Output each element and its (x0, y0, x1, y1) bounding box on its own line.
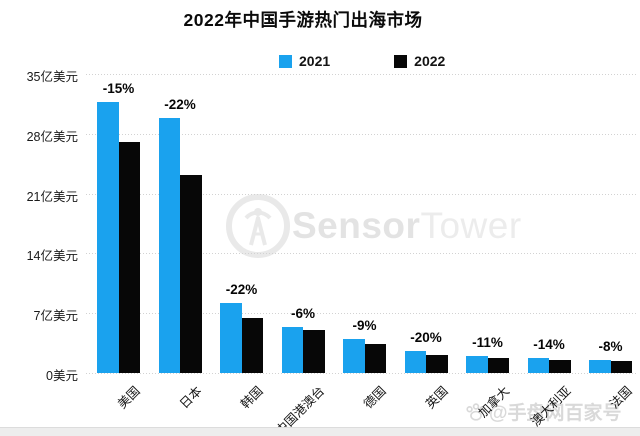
bar-2022-澳大利亚 (549, 360, 571, 373)
legend-swatch-2022-icon (394, 54, 408, 68)
bar-change-label: -8% (598, 339, 623, 355)
legend: 2021 2022 (279, 53, 445, 69)
bar-2021-英国 (404, 350, 426, 373)
sensortower-watermark: SensorTower (224, 192, 522, 260)
bar-2022-法国 (610, 361, 632, 373)
gridline (86, 373, 636, 374)
credit-text: @手盘网百家号 (489, 403, 622, 424)
y-axis-tick-label: 0美元 (46, 369, 78, 383)
legend-swatch-2021-icon (279, 54, 292, 68)
baijiahao-paw-icon (466, 402, 486, 421)
bar-change-label: -14% (533, 336, 565, 352)
bottom-strip (0, 427, 640, 436)
x-axis-tick-label: 美国 (115, 383, 144, 412)
y-axis-tick-label: 21亿美元 (26, 189, 78, 204)
y-axis-tick-label: 7亿美元 (33, 309, 78, 324)
bar-2021-法国 (589, 360, 611, 373)
legend-label-2021: 2021 (299, 53, 331, 69)
bar-change-label: -11% (472, 334, 503, 350)
legend-item-2022: 2022 (394, 53, 445, 69)
bar-2022-英国 (426, 355, 448, 373)
bar-2021-德国 (343, 338, 365, 373)
x-axis-tick-label: 法国 (607, 383, 636, 412)
y-axis-tick-label: 28亿美元 (26, 129, 78, 144)
bar-2022-日本 (180, 174, 202, 373)
bar-change-label: -9% (352, 317, 377, 333)
x-axis-tick-label: 澳大利亚 (528, 383, 574, 430)
bar-2022-美国 (118, 142, 140, 373)
bar-2021-澳大利亚 (527, 357, 549, 373)
credit-watermark: @手盘网百家号 (465, 398, 622, 425)
gridline (86, 74, 636, 75)
legend-item-2021: 2021 (279, 53, 330, 69)
bar-2021-加拿大 (466, 355, 488, 373)
x-axis-tick-label: 韩国 (238, 383, 267, 412)
bar-2021-韩国 (220, 302, 242, 373)
bar-change-label: -22% (164, 96, 196, 112)
bar-change-label: -22% (225, 281, 258, 297)
bar-2022-德国 (364, 343, 386, 373)
x-axis-tick-label: 英国 (423, 383, 451, 412)
bar-change-label: -15% (102, 81, 135, 97)
bar-2021-中国港澳台 (281, 326, 303, 373)
x-axis-tick-label: 日本 (177, 383, 205, 412)
bar-change-label: -6% (290, 305, 315, 321)
sensortower-logo-icon (226, 194, 290, 258)
legend-label-2022: 2022 (414, 53, 446, 69)
bar-2022-中国港澳台 (303, 329, 325, 373)
sensortower-word-sensor: Sensor (292, 205, 421, 246)
bar-2022-韩国 (241, 318, 263, 373)
y-axis-tick-label: 35亿美元 (26, 70, 78, 84)
gridline (86, 133, 636, 135)
gridline (86, 313, 636, 315)
sensortower-wordmark: SensorTower (292, 193, 522, 259)
gridline (86, 253, 636, 255)
bar-2021-日本 (158, 117, 180, 373)
bar-change-label: -20% (410, 329, 442, 345)
bar-2022-加拿大 (487, 358, 509, 373)
chart-title: 2022年中国手游热门出海市场 (183, 10, 423, 30)
bar-2021-美国 (97, 102, 119, 373)
sensortower-word-tower: Tower (420, 205, 522, 246)
y-axis-tick-label: 14亿美元 (26, 249, 78, 264)
gridline (86, 193, 636, 195)
x-axis-tick-label: 德国 (361, 383, 390, 412)
x-axis-tick-label: 加拿大 (475, 383, 513, 421)
